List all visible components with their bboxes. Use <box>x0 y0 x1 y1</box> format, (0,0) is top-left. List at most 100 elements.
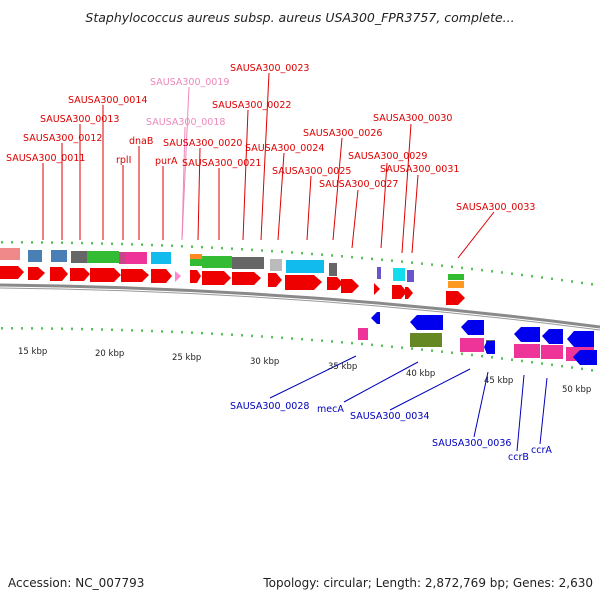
feature-block <box>190 254 202 260</box>
forward-gene-arrow[interactable] <box>50 267 68 281</box>
reverse-gene-arrow[interactable] <box>514 327 540 342</box>
feature-block <box>125 252 147 264</box>
forward-gene-label[interactable]: rplI <box>116 155 131 166</box>
feature-block <box>514 344 540 358</box>
genome-backbone <box>0 283 600 329</box>
reverse-gene-arrow[interactable] <box>461 320 484 335</box>
forward-gene-arrow[interactable] <box>232 272 261 285</box>
forward-gene-arrow[interactable] <box>202 271 231 285</box>
feature-block <box>393 268 405 281</box>
forward-gene-label[interactable]: SAUSA300_0026 <box>303 128 382 139</box>
forward-gene-arrow[interactable] <box>341 279 359 293</box>
reverse-gene-arrow[interactable] <box>542 329 563 344</box>
forward-gene-arrow[interactable] <box>0 266 24 279</box>
forward-gene-label[interactable]: SAUSA300_0022 <box>212 100 291 111</box>
forward-gene-arrow[interactable] <box>28 267 45 280</box>
feature-block <box>448 274 464 280</box>
forward-gene-label[interactable]: SAUSA300_0030 <box>373 113 452 124</box>
map-title: Staphylococcus aureus subsp. aureus USA3… <box>85 10 515 25</box>
forward-gene-arrow[interactable] <box>392 285 407 299</box>
forward-gene-label[interactable]: SAUSA300_0019 <box>150 77 229 88</box>
reverse-gene-arrow[interactable] <box>567 331 594 347</box>
feature-block <box>448 281 464 288</box>
forward-gene-arrow[interactable] <box>121 269 149 282</box>
reverse-gene-labels: SAUSA300_0028 mecA SAUSA300_0034 SAUSA300_0… <box>230 401 552 463</box>
scale-tick-label: 25 kbp <box>172 353 201 363</box>
forward-gene-label[interactable]: dnaB <box>129 136 153 147</box>
forward-gene-label[interactable]: SAUSA300_0018 <box>146 117 225 128</box>
reverse-gene-arrow[interactable] <box>573 350 597 365</box>
forward-gene-label[interactable]: SAUSA300_0011 <box>6 153 85 164</box>
feature-block <box>410 333 442 347</box>
feature-block <box>286 260 324 273</box>
forward-gene-label[interactable]: SAUSA300_0023 <box>230 63 309 74</box>
forward-gene-label[interactable]: SAUSA300_0020 <box>163 138 242 149</box>
feature-block <box>377 267 381 279</box>
forward-strand-genes <box>0 266 465 305</box>
feature-blocks <box>0 248 594 361</box>
reverse-gene-arrow[interactable] <box>371 312 380 324</box>
forward-gene-label[interactable]: purA <box>155 156 178 167</box>
feature-block <box>407 270 414 282</box>
reverse-gene-arrow[interactable] <box>410 315 443 330</box>
forward-gene-label[interactable]: SAUSA300_0021 <box>182 158 261 169</box>
feature-block <box>202 256 232 268</box>
forward-gene-label[interactable]: SAUSA300_0027 <box>319 179 398 190</box>
reverse-gene-label[interactable]: ccrA <box>531 445 552 456</box>
scale-tick-label: 35 kbp <box>328 362 357 372</box>
forward-gene-arrow[interactable] <box>151 269 172 283</box>
forward-gene-arrow[interactable] <box>405 287 413 299</box>
forward-gene-labels: SAUSA300_0011 SAUSA300_0012 SAUSA300_0013 S… <box>6 63 535 213</box>
feature-block <box>87 251 119 263</box>
pseudo-gene-arrow[interactable] <box>175 271 181 282</box>
inner-tick-row <box>1 327 593 372</box>
reverse-gene-label[interactable]: SAUSA300_0036 <box>432 438 511 449</box>
forward-label-leaders <box>42 72 495 259</box>
forward-gene-arrow[interactable] <box>70 268 90 281</box>
forward-gene-label[interactable]: SAUSA300_0013 <box>40 114 119 125</box>
forward-gene-label[interactable]: SAUSA300_0024 <box>245 143 324 154</box>
feature-block <box>232 257 264 269</box>
forward-gene-label[interactable]: SAUSA300_0012 <box>23 133 102 144</box>
feature-block <box>119 252 125 264</box>
reverse-gene-label[interactable]: SAUSA300_0034 <box>350 411 429 422</box>
forward-gene-label[interactable]: SAUSA300_0014 <box>68 95 147 106</box>
feature-block <box>28 250 42 262</box>
reverse-gene-label[interactable]: mecA <box>317 404 344 415</box>
forward-gene-label[interactable]: SAUSA300_0031 <box>380 164 459 175</box>
forward-gene-label[interactable]: SAUSA300_0029 <box>348 151 427 162</box>
accession-text: Accession: NC_007793 <box>8 576 145 590</box>
feature-block <box>270 259 282 271</box>
feature-block <box>151 252 171 264</box>
reverse-gene-label[interactable]: ccrB <box>508 452 529 463</box>
reverse-gene-arrow[interactable] <box>484 341 495 354</box>
feature-block <box>460 338 484 352</box>
feature-block <box>329 263 337 276</box>
forward-gene-arrow[interactable] <box>268 273 282 287</box>
feature-block <box>71 251 87 263</box>
scale-tick-labels: 15 kbp 20 kbp 25 kbp 30 kbp 35 kbp 40 kbp 45 k… <box>18 347 591 395</box>
forward-gene-label[interactable]: SAUSA300_0025 <box>272 166 351 177</box>
forward-gene-arrow[interactable] <box>285 275 322 290</box>
forward-gene-arrow[interactable] <box>90 268 121 282</box>
feature-block <box>0 248 20 260</box>
scale-tick-label: 20 kbp <box>95 349 124 359</box>
forward-gene-label[interactable]: SAUSA300_0033 <box>456 202 535 213</box>
outer-tick-row <box>1 241 593 286</box>
reverse-label-leaders <box>269 355 548 452</box>
forward-gene-arrow[interactable] <box>446 291 465 305</box>
feature-block <box>541 345 563 359</box>
feature-block <box>358 328 368 340</box>
scale-tick-label: 15 kbp <box>18 347 47 357</box>
reverse-strand-genes <box>371 312 597 365</box>
scale-tick-label: 40 kbp <box>406 369 435 379</box>
forward-gene-arrow[interactable] <box>327 277 343 290</box>
reverse-gene-label[interactable]: SAUSA300_0028 <box>230 401 309 412</box>
forward-gene-arrow[interactable] <box>190 270 201 283</box>
feature-block <box>51 250 67 262</box>
scale-tick-label: 30 kbp <box>250 357 279 367</box>
forward-gene-arrow[interactable] <box>374 283 380 295</box>
genome-summary-text: Topology: circular; Length: 2,872,769 bp… <box>263 576 593 590</box>
